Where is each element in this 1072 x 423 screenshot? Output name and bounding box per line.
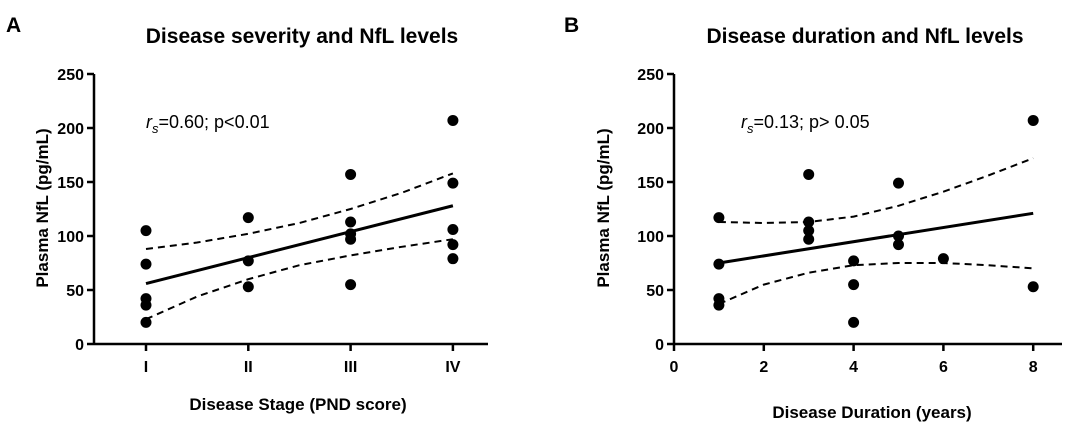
data-point-a [140,316,152,328]
data-point-a [447,114,459,126]
y-tick-label-b: 50 [646,283,664,300]
ci-lower-curve-a [145,238,454,321]
ci-upper-curve-b [718,157,1034,225]
data-point-a [242,212,254,224]
regression-line-a [145,204,454,285]
x-tick-label-b: 6 [939,359,948,376]
data-point-b [848,255,860,267]
data-point-a [345,233,357,245]
y-tick-label-b: 250 [637,67,664,84]
data-point-b [893,230,904,242]
ci-lower-curve-b [718,262,1034,305]
x-tick-label-a: III [344,359,357,376]
ci-upper-curve-a [145,172,454,250]
stat-annotation-a: rs=0.60; p<0.01 [146,112,270,136]
stat-text-b: =0.13; p> 0.05 [754,112,870,132]
data-point-a [345,216,357,228]
chart-title-b: Disease duration and NfL levels [706,25,1023,48]
y-axis-label-b: Plasma NfL (pg/mL) [594,128,613,287]
y-tick-label-b: 200 [637,121,664,138]
data-point-a [140,258,152,270]
data-point-a [447,253,459,265]
x-axis-label-b: Disease Duration (years) [772,403,971,422]
data-point-a [447,224,459,236]
panel-a: A Disease severity and NfL levels Diseas… [6,14,488,414]
stat-r-subscript-a: s [152,121,159,136]
chart-title-a: Disease severity and NfL levels [146,25,458,48]
panel-b: B Disease duration and NfL levels Diseas… [564,14,1062,422]
data-point-b [713,212,725,224]
panel-letter-a: A [6,14,21,37]
plot-area-b: 0 50 100 150 200 250 0 2 4 6 8 [637,67,1062,376]
y-tick-label-b: 150 [637,175,664,192]
x-tick-label-b: 8 [1029,359,1038,376]
y-axis-label-a: Plasma NfL (pg/mL) [33,128,52,287]
stat-r-symbol-b: r [741,112,748,132]
y-tick-label-b: 100 [637,229,664,246]
panel-letter-b: B [564,14,579,37]
data-point-a [345,279,357,291]
data-point-b [848,279,860,291]
data-point-a [140,225,152,237]
x-tick-label-a: IV [445,359,460,376]
data-point-b [803,168,815,180]
data-point-a [447,177,459,189]
data-point-a [242,281,254,293]
data-point-b [893,177,904,189]
data-point-b [803,225,815,237]
x-axis-label-a: Disease Stage (PND score) [189,395,406,414]
x-tick-label-b: 0 [670,359,679,376]
data-point-a [345,168,357,180]
data-point-b [848,316,860,328]
x-tick-label-b: 4 [849,359,858,376]
y-tick-label-a: 200 [57,121,84,138]
y-tick-label-a: 150 [57,175,84,192]
data-point-a [447,239,459,251]
data-point-b [713,258,725,270]
data-point-b [803,233,815,245]
y-tick-label-a: 100 [57,229,84,246]
regression-line-b [718,211,1034,265]
data-point-b [1027,281,1039,293]
data-point-b [1027,114,1039,126]
y-tick-label-a: 50 [66,283,84,300]
data-point-b [803,216,815,228]
stat-r-symbol-a: r [146,112,153,132]
data-point-a [140,299,152,311]
stat-annotation-b: rs=0.13; p> 0.05 [741,112,870,136]
x-tick-label-a: II [244,359,253,376]
data-point-b [893,239,904,251]
stat-text-a: =0.60; p<0.01 [159,112,270,132]
data-point-b [937,253,949,265]
data-point-b [713,299,725,311]
stat-r-subscript-b: s [747,121,754,136]
x-tick-label-a: I [144,359,148,376]
y-tick-label-a: 0 [75,337,84,354]
y-tick-label-b: 0 [655,337,664,354]
data-point-a [242,255,254,267]
x-tick-label-b: 2 [759,359,768,376]
y-tick-label-a: 250 [57,67,84,84]
